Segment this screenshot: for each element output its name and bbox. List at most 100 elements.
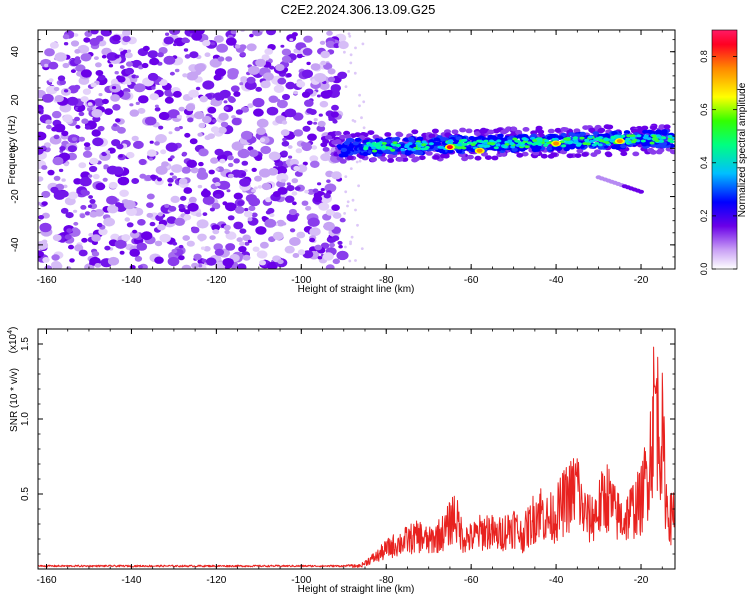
noise-blob — [74, 116, 80, 122]
band-bright — [599, 139, 605, 143]
band-halo — [515, 129, 523, 135]
band-core — [522, 134, 529, 139]
noise-speck — [349, 242, 352, 246]
noise-blob — [219, 89, 231, 99]
noise-blob — [165, 32, 170, 36]
band-bright — [476, 139, 482, 143]
noise-speck — [354, 46, 357, 50]
noise-blob — [62, 114, 73, 123]
noise-blob — [169, 71, 175, 76]
noise-blob — [215, 95, 222, 101]
band-bright — [642, 136, 649, 140]
noise-blob — [89, 199, 96, 204]
noise-blob — [165, 142, 178, 152]
noise-blob — [74, 244, 84, 252]
noise-blob — [101, 54, 107, 59]
spectrogram-peaks — [444, 138, 625, 154]
noise-blob — [327, 76, 336, 83]
noise-blob — [96, 222, 103, 228]
noise-blob — [214, 248, 225, 256]
noise-blob — [286, 73, 292, 78]
band-core — [546, 146, 553, 151]
band-core — [579, 131, 586, 136]
noise-blob — [82, 88, 91, 95]
noise-blob — [202, 115, 212, 124]
band-bright — [589, 139, 595, 143]
band-halo — [655, 149, 663, 155]
noise-blob — [107, 256, 120, 266]
noise-blob — [106, 52, 118, 61]
band-bright — [411, 148, 417, 152]
noise-blob — [167, 177, 174, 183]
band-halo — [500, 129, 508, 135]
noise-blob — [160, 149, 167, 155]
noise-blob — [210, 42, 215, 46]
noise-blob — [288, 155, 293, 159]
band-halo — [540, 153, 548, 159]
noise-blob — [115, 118, 121, 123]
band-halo — [344, 134, 352, 140]
noise-blob — [129, 230, 140, 239]
band-bright — [428, 142, 434, 146]
noise-blob — [245, 194, 257, 203]
band-halo — [322, 147, 330, 152]
noise-blob — [286, 182, 291, 186]
noise-blob — [146, 193, 155, 200]
noise-blob — [123, 200, 136, 210]
noise-blob — [88, 195, 93, 199]
noise-blob — [244, 207, 249, 212]
noise-blob — [210, 126, 220, 133]
noise-blob — [131, 178, 140, 184]
band-bright — [636, 134, 642, 138]
noise-blob — [167, 109, 180, 119]
noise-blob — [284, 245, 295, 254]
noise-blob — [320, 188, 325, 192]
band-bright — [496, 139, 502, 143]
noise-blob — [202, 80, 215, 90]
noise-blob — [239, 52, 246, 57]
noise-blob — [292, 201, 297, 206]
noise-blob — [255, 58, 266, 67]
band-bright — [537, 140, 543, 143]
noise-blob — [164, 96, 174, 104]
band-bright — [404, 145, 410, 149]
noise-blob — [309, 227, 321, 237]
noise-blob — [331, 171, 342, 180]
noise-blob — [259, 260, 266, 266]
noise-blob — [146, 212, 154, 218]
noise-blob — [183, 48, 189, 52]
noise-blob — [282, 93, 290, 101]
band-bright — [651, 134, 657, 138]
noise-blob — [157, 212, 164, 217]
band-halo — [428, 133, 436, 139]
noise-blob — [155, 165, 168, 175]
noise-blob — [198, 122, 206, 129]
noise-blob — [239, 228, 247, 234]
noise-speck — [361, 42, 365, 46]
noise-blob — [195, 212, 202, 217]
noise-blob — [214, 193, 222, 199]
noise-speck — [344, 245, 347, 249]
band-bright — [390, 148, 396, 152]
noise-blob — [188, 196, 197, 203]
band-halo — [346, 155, 354, 161]
noise-blob — [104, 108, 113, 115]
noise-blob — [59, 146, 66, 151]
noise-blob — [302, 161, 308, 166]
noise-blob — [240, 130, 253, 140]
noise-blob — [78, 249, 88, 257]
noise-blob — [237, 200, 245, 206]
noise-blob — [282, 137, 287, 142]
band-halo — [588, 127, 596, 133]
noise-blob — [210, 157, 219, 164]
band-core — [347, 138, 354, 143]
band-bright — [661, 136, 667, 140]
noise-blob — [243, 210, 253, 218]
noise-blob — [293, 165, 300, 171]
noise-blob — [129, 103, 134, 107]
band-halo — [574, 153, 582, 159]
noise-blob — [223, 100, 228, 104]
noise-blob — [222, 258, 234, 267]
noise-blob — [45, 119, 52, 125]
noise-blob — [317, 182, 322, 186]
